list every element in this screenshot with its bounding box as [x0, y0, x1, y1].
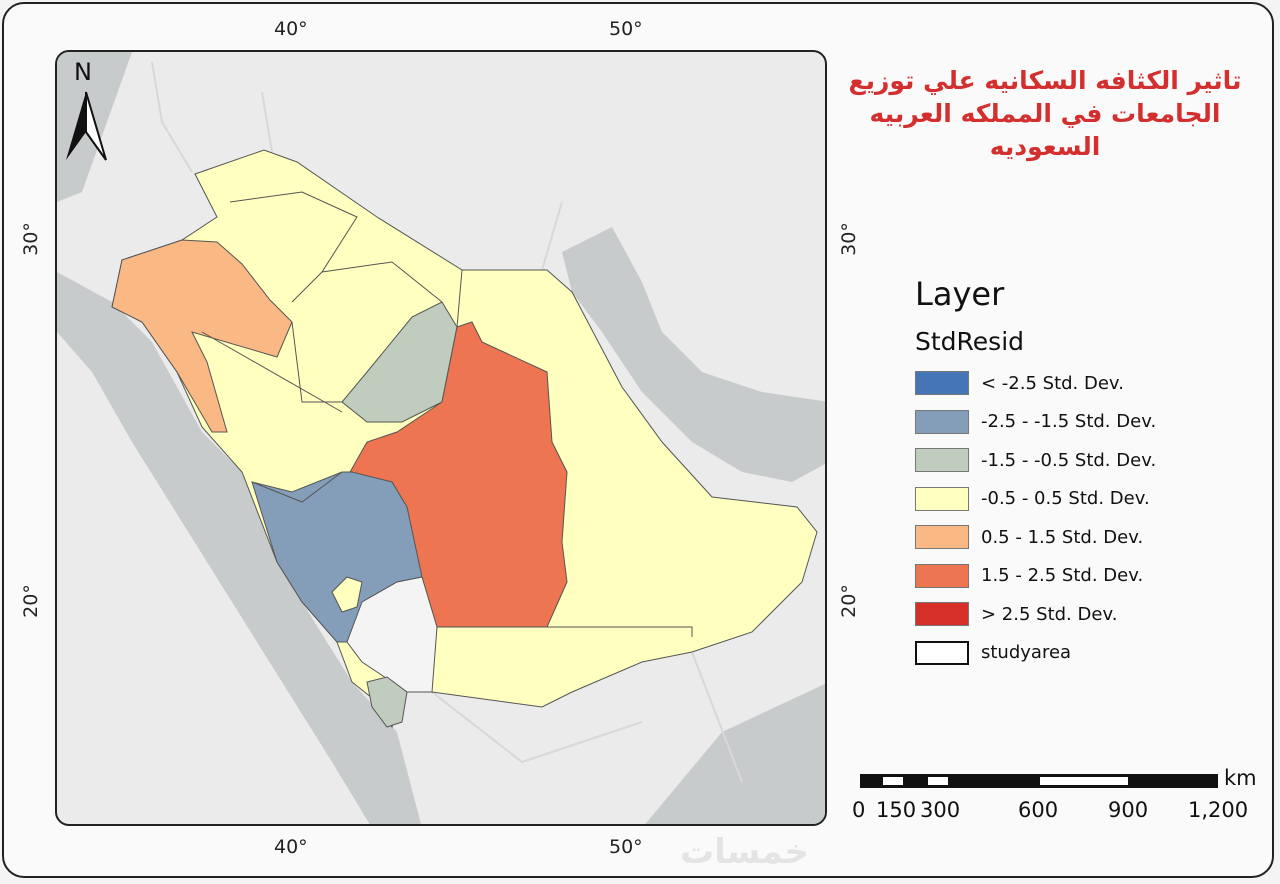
- region-tabuk: [111, 239, 293, 433]
- scale-label-150: 150: [876, 798, 917, 822]
- lon-label-bottom-50: 50°: [609, 836, 643, 858]
- legend-swatch: [915, 525, 969, 550]
- lat-label-left-20: 20°: [19, 584, 42, 618]
- legend-swatch: [915, 486, 969, 511]
- legend-swatch: [915, 409, 969, 434]
- legend-swatch: [915, 602, 969, 627]
- legend-item: -0.5 - 0.5 Std. Dev.: [915, 480, 1156, 519]
- scale-label-1200: 1,200: [1188, 798, 1249, 822]
- lon-label-bottom-40: 40°: [274, 836, 308, 858]
- legend-title: Layer: [915, 275, 1005, 313]
- red-sea: [57, 272, 421, 824]
- scale-label-600: 600: [1018, 798, 1059, 822]
- lon-label-top-40: 40°: [274, 18, 308, 40]
- legend-item: -1.5 - -0.5 Std. Dev.: [915, 441, 1156, 480]
- legend-item: < -2.5 Std. Dev.: [915, 364, 1156, 403]
- arabian-sea: [645, 683, 825, 824]
- persian-gulf: [562, 227, 825, 482]
- legend-item: > 2.5 Std. Dev.: [915, 595, 1156, 634]
- legend-item: -2.5 - -1.5 Std. Dev.: [915, 403, 1156, 442]
- legend-item: 0.5 - 1.5 Std. Dev.: [915, 518, 1156, 557]
- watermark: خمسات: [680, 832, 809, 872]
- title-line-2: الجامعات في المملكه العربيه السعوديه: [869, 99, 1221, 161]
- legend-label: 0.5 - 1.5 Std. Dev.: [981, 526, 1144, 548]
- map-title: تاثير الكثافه السكانيه علي توزيع الجامعا…: [825, 64, 1265, 163]
- scale-unit: km: [1224, 766, 1257, 790]
- lat-label-right-30: 30°: [837, 222, 860, 256]
- scale-label-300: 300: [920, 798, 961, 822]
- legend-swatch: [915, 448, 969, 473]
- legend-field: StdResid: [915, 327, 1025, 356]
- region-baha: [331, 576, 363, 613]
- legend-swatch: [915, 371, 969, 396]
- lon-label-top-50: 50°: [609, 18, 643, 40]
- region-boundaries: [201, 191, 693, 637]
- legend-label: -1.5 - -0.5 Std. Dev.: [981, 449, 1157, 471]
- legend-swatch: [915, 640, 969, 665]
- legend-label: studyarea: [981, 642, 1072, 664]
- lat-label-left-30: 30°: [19, 222, 42, 256]
- map-frame[interactable]: N: [55, 50, 827, 826]
- map-svg: [57, 52, 825, 824]
- scale-label-900: 900: [1108, 798, 1149, 822]
- lat-label-right-20: 20°: [837, 584, 860, 618]
- legend: Layer StdResid < -2.5 Std. Dev. -2.5 - -1…: [915, 275, 1156, 672]
- legend-label: -0.5 - 0.5 Std. Dev.: [981, 488, 1150, 510]
- legend-label: < -2.5 Std. Dev.: [981, 372, 1124, 394]
- north-arrow-label: N: [74, 58, 92, 86]
- scale-label-0: 0: [852, 798, 866, 822]
- legend-label: > 2.5 Std. Dev.: [981, 603, 1118, 625]
- legend-label: -2.5 - -1.5 Std. Dev.: [981, 411, 1157, 433]
- legend-label: 1.5 - 2.5 Std. Dev.: [981, 565, 1144, 587]
- title-line-1: تاثير الكثافه السكانيه علي توزيع: [848, 66, 1242, 95]
- region-asir: [346, 576, 438, 693]
- north-arrow: [66, 91, 107, 161]
- region-jazan: [366, 676, 408, 728]
- legend-item: studyarea: [915, 634, 1156, 673]
- legend-swatch: [915, 563, 969, 588]
- legend-item: 1.5 - 2.5 Std. Dev.: [915, 557, 1156, 596]
